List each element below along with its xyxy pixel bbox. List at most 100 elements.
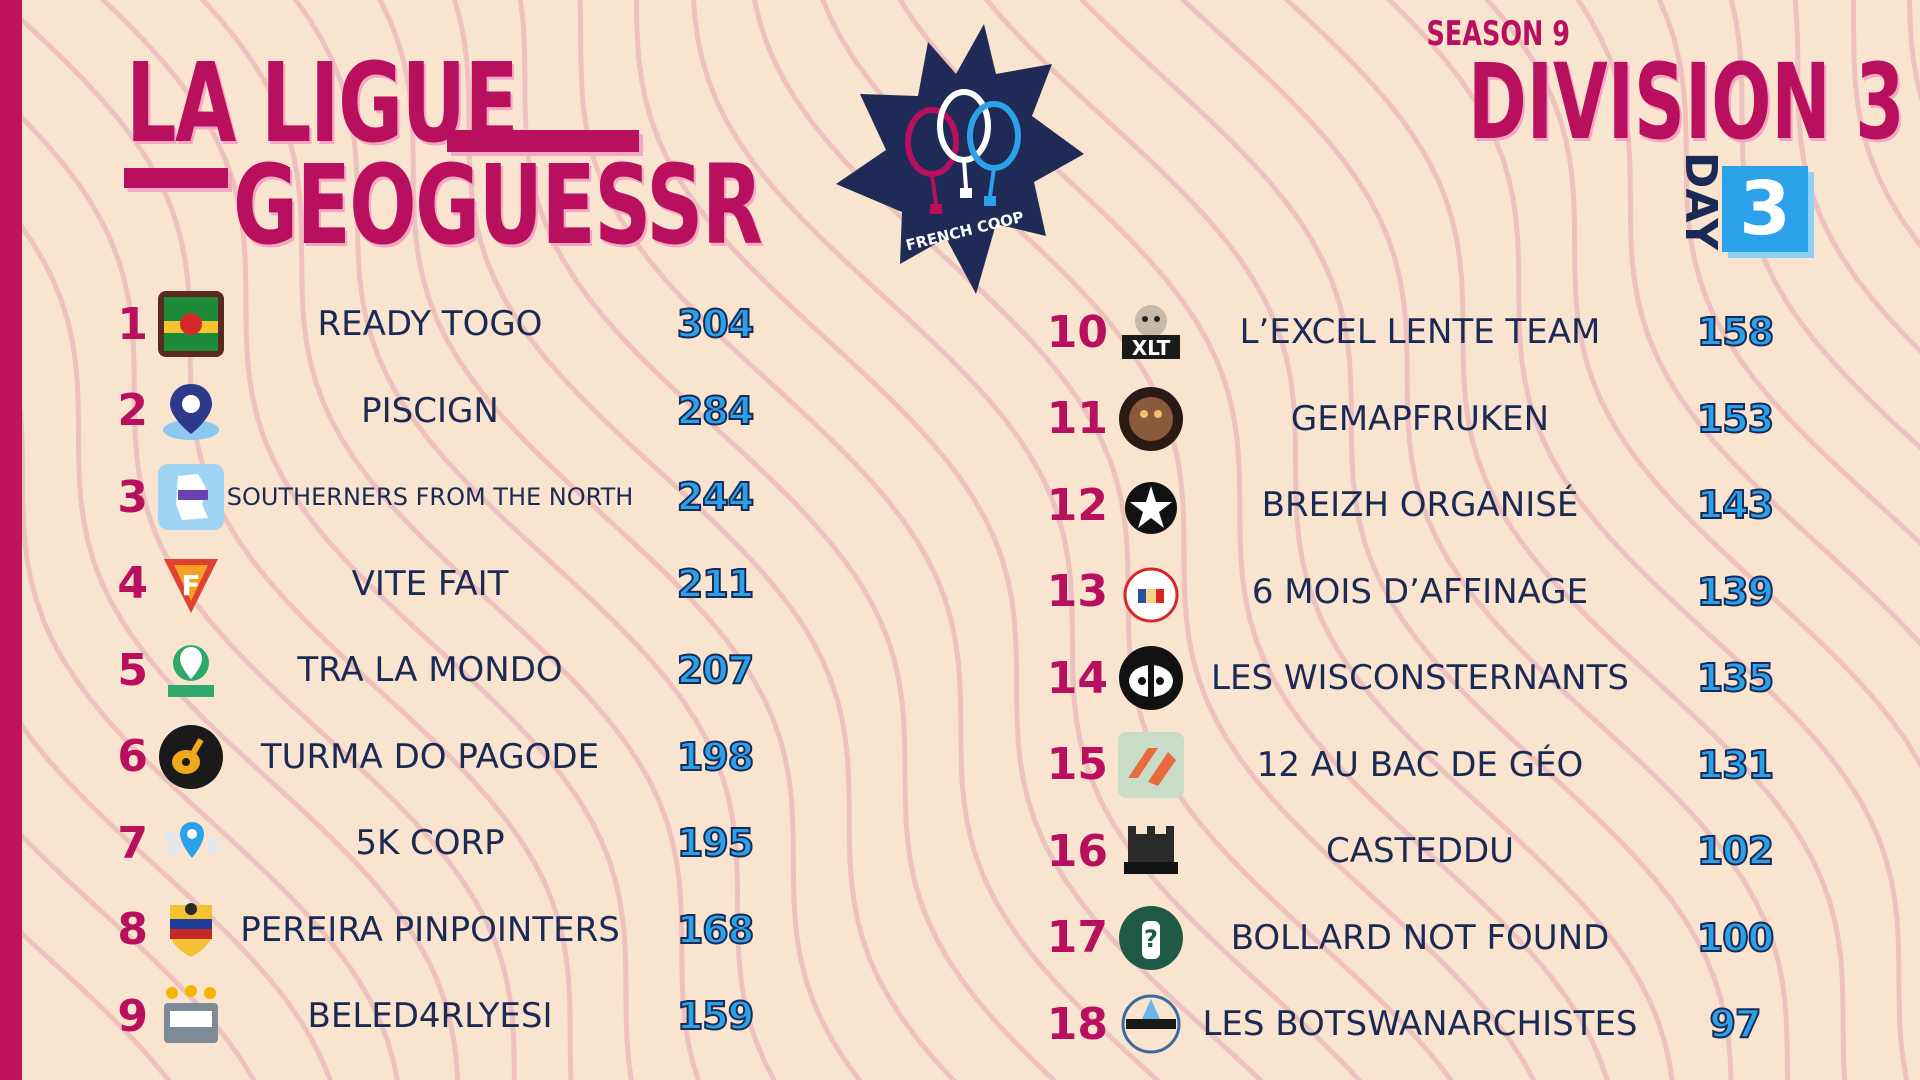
svg-text:?: ? [1144,925,1158,953]
standings-row: 9 BELED4RLYESI 159 [100,976,900,1056]
team-points: 207 [676,647,755,693]
rank-number: 5 [117,644,148,696]
background-wave-line [1728,0,1920,451]
gemapfruken-badge-icon [1118,386,1184,452]
cheese-badge-icon [1118,559,1184,625]
division-title: DIVISION 3 [1468,41,1905,163]
team-points: 131 [1696,742,1775,788]
background-wave-line [1656,0,1920,547]
map-badge-icon [158,464,224,530]
team-name: VITE FAIT [351,563,509,604]
french-coop-logo-icon: FRENCH COOP [836,24,1084,294]
background-wave-line [517,0,1058,1080]
bollard-badge-icon: ? [1118,905,1184,971]
standings-row: 4 F VITE FAIT 211 [100,544,900,624]
background-wave-line [377,0,863,1080]
standings-row: 3 SOUTHERNERS FROM THE NORTH 244 [100,457,900,537]
rank-number: 18 [1046,998,1108,1050]
background-wave-line [1179,0,1790,1080]
team-name: GEMAPFRUKEN [1290,398,1550,439]
team-name: 5K CORP [355,823,505,863]
team-points: 198 [676,734,755,780]
team-name: 6 MOIS D’AFFINAGE [1251,571,1589,612]
rank-number: 4 [117,558,148,609]
team-points: 195 [676,820,755,866]
team-name: 12 AU BAC DE GÉO [1256,744,1584,785]
rank-number: 10 [1046,306,1108,358]
background-wave-line [1484,0,1920,770]
svg-text:F: F [181,569,200,602]
standings-row: 10 XLT L’EXCEL LENTE TEAM 158 [1040,292,1840,372]
standings-row: 18 LES BOTSWANARCHISTES 97 [1040,984,1840,1064]
rank-number: 3 [117,471,148,523]
team-points: 102 [1696,828,1775,874]
botswana-badge-icon [1118,991,1184,1057]
background-wave-line [983,0,1675,1080]
background-wave-line [1792,0,1920,354]
background-wave-line [99,0,634,1080]
background-wave-line [0,0,574,1080]
rank-number: 8 [117,904,148,955]
background-wave-line [577,0,1161,1080]
standings-row: 14 LES WISCONSTERNANTS 135 [1040,638,1840,718]
vite-fait-badge-icon: F [158,551,224,617]
geo-badge-icon [1118,731,1184,798]
standings-row: 8 PEREIRA PINPOINTERS 168 [100,890,900,970]
team-points: 159 [676,993,755,1039]
team-name: L’EXCEL LENTE TEAM [1239,312,1601,352]
standings-row: 6 TURMA DO PAGODE 198 [100,717,900,797]
team-points: 284 [676,388,755,434]
background-wave-line [199,0,701,1080]
rank-number: 9 [117,990,148,1042]
svg-text:K: K [206,835,224,860]
crest-badge-icon [158,897,224,963]
team-name: BELED4RLYESI [307,996,553,1036]
guitar-badge-icon [158,724,224,790]
team-name: CASTEDDU [1325,831,1515,871]
standings-row: 1 READY TOGO 304 [100,284,900,364]
rank-number: 16 [1046,825,1108,877]
team-name: READY TOGO [317,304,543,344]
background-wave-line [0,324,400,1080]
team-points: 97 [1709,1001,1763,1047]
standings-row: 5 TRA LA MONDO 207 [100,630,900,710]
team-points: 100 [1696,915,1775,961]
left-accent-bar [0,0,22,1080]
team-points: 158 [1696,309,1775,355]
team-name: LES BOTSWANARCHISTES [1202,1004,1638,1044]
background-wave-line [1078,0,1734,1080]
standings-row: 15 12 AU BAC DE GÉO 131 [1040,725,1840,805]
team-name: TURMA DO PAGODE [260,736,600,777]
team-name: PISCIGN [361,390,499,431]
team-name: PEREIRA PINPOINTERS [240,909,620,950]
background-wave-line [0,685,333,1080]
team-points: 168 [676,907,755,953]
season-label: SEASON 9 [1426,14,1570,54]
team-points: 153 [1696,396,1775,442]
standings-row: 16 CASTEDDU 102 [1040,811,1840,891]
background-wave-line [0,194,461,1080]
background-wave-line [0,92,517,1080]
standings-row: 2 PISCIGN 284 [100,371,900,451]
breizh-badge-icon [1118,472,1184,538]
casteddu-badge-icon [1118,818,1184,884]
standings-row: 17? BOLLARD NOT FOUND 100 [1040,898,1840,978]
rank-number: 1 [117,298,148,350]
day-number-badge: 3 [1722,166,1808,252]
title-line-2: GEOGUESSR [233,141,763,269]
background-wave-line [752,0,1455,1080]
rank-number: 2 [117,385,148,436]
team-name: LES WISCONSTERNANTS [1211,658,1629,698]
background-wave-line [1574,0,1920,648]
team-points: 135 [1696,655,1775,701]
team-points: 304 [676,301,755,347]
svg-text:5: 5 [162,827,183,862]
rank-number: 17 [1046,912,1108,963]
team-points: 211 [676,561,755,607]
team-name: BREIZH ORGANISÉ [1261,485,1579,525]
background-wave-line [292,0,777,1080]
standings-row: 12 BREIZH ORGANISÉ 143 [1040,465,1840,545]
rank-number: 13 [1046,566,1108,617]
